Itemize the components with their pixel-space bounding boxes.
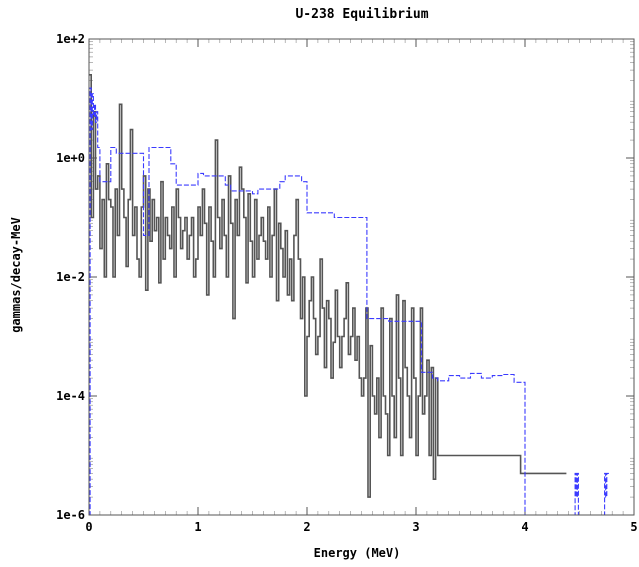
x-tick-label: 0 [85,520,92,534]
x-tick-label: 4 [521,520,528,534]
series-layer [89,74,609,515]
plot-frame [88,38,635,516]
tick-labels: 0 1 2 3 4 5 1e-6 1e-4 1e-2 1e+0 1e+2 [56,32,638,534]
y-tick-label: 1e+2 [56,32,85,46]
x-tick-label: 5 [630,520,637,534]
x-tick-label: 1 [194,520,201,534]
y-tick-label: 1e-6 [56,508,85,522]
y-axis-label: gammas/decay-MeV [9,217,23,333]
chart-title: U-238 Equilibrium [295,7,428,22]
series-blue-dashed-line [89,87,609,515]
x-axis-label: Energy (MeV) [314,546,401,560]
y-tick-label: 1e-4 [56,389,85,403]
y-tick-label: 1e-2 [56,270,85,284]
x-tick-label: 2 [303,520,310,534]
series-gray-line [89,74,567,498]
minor-ticks [89,39,634,515]
x-tick-label: 3 [412,520,419,534]
major-ticks [88,38,635,516]
y-tick-label: 1e+0 [56,151,85,165]
